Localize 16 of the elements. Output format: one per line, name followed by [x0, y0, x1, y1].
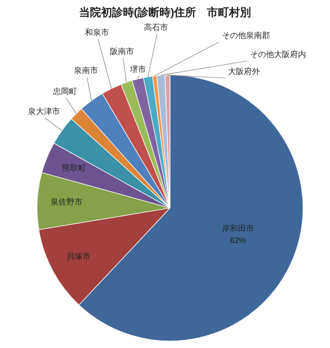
slice-label: その他泉南郡 [222, 31, 270, 40]
slice-label: 忠岡町 [52, 87, 77, 96]
chart-title: 当院初診時(診断時)住所 市町村別 [78, 6, 252, 19]
slice-label: 和泉市 [85, 28, 109, 38]
data-label: 62% [230, 236, 246, 246]
slice-label: 泉大津市 [28, 107, 60, 116]
slice-label: 泉佐野市 [50, 198, 82, 207]
slice-label: 泉南市 [74, 66, 98, 76]
slice-label: その他大阪府内 [250, 50, 306, 60]
slice-label: 阪南市 [110, 47, 134, 56]
slice-label: 高石市 [144, 23, 168, 32]
slice-label: 堺市 [129, 65, 146, 74]
slice-label: 岸和田市 [222, 224, 254, 234]
slice-label: 大阪府外 [228, 67, 260, 76]
slice-label: 熊取町 [62, 164, 86, 173]
slice-label: 貝塚市 [66, 252, 90, 261]
